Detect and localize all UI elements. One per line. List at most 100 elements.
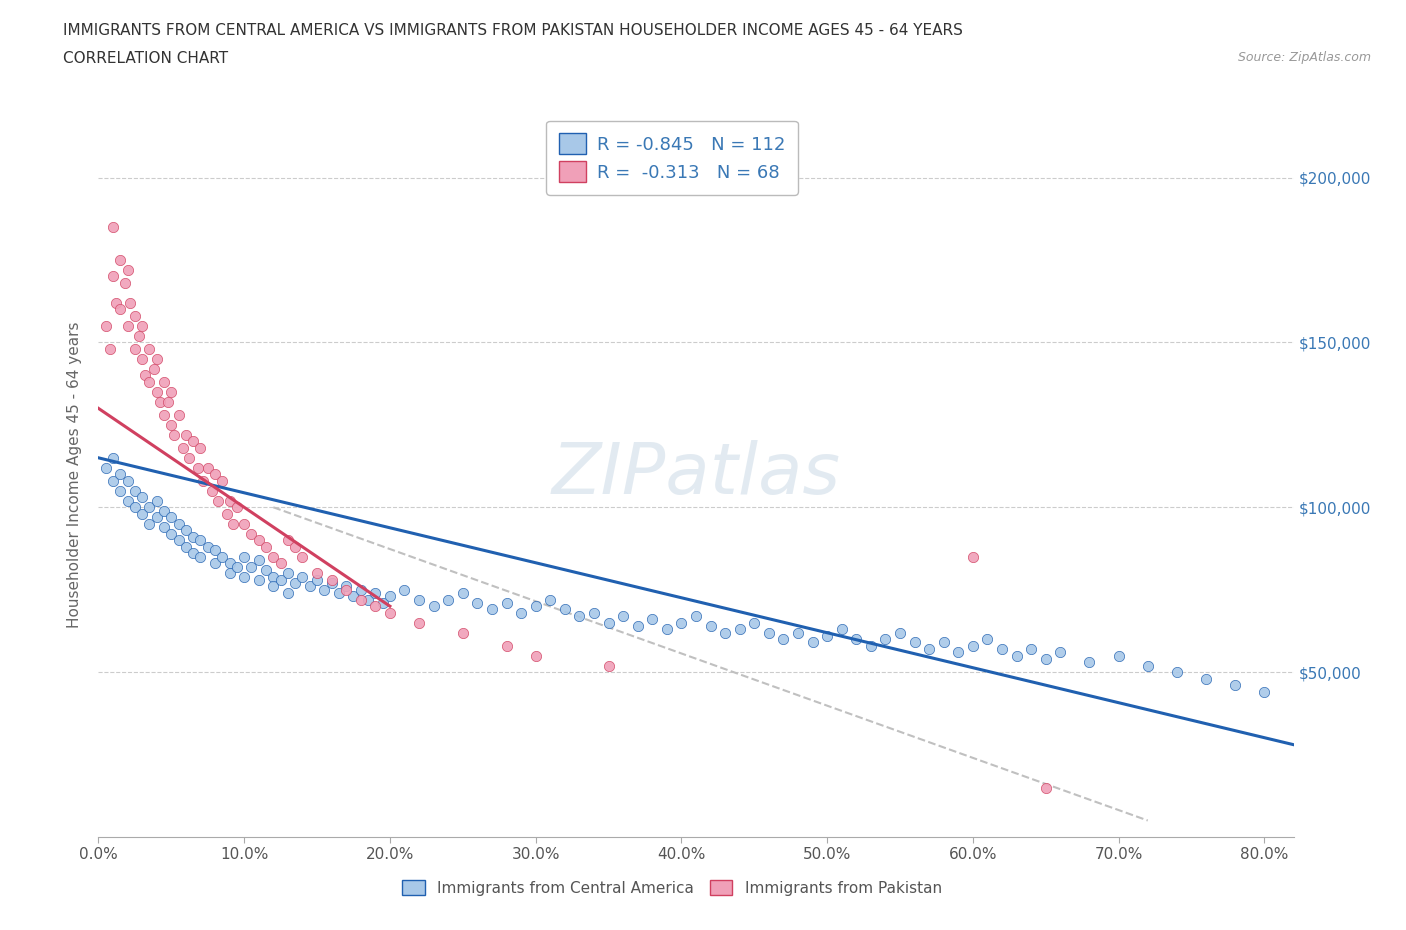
Point — [903, 635, 925, 650]
Point — [104, 296, 127, 311]
Point — [314, 582, 336, 597]
Point — [962, 550, 984, 565]
Point — [394, 582, 416, 597]
Point — [328, 586, 350, 601]
Point — [181, 434, 204, 449]
Point — [270, 556, 292, 571]
Point — [124, 499, 146, 514]
Point — [422, 599, 444, 614]
Point — [277, 586, 299, 601]
Point — [131, 352, 153, 366]
Point — [598, 658, 620, 673]
Point — [124, 309, 146, 324]
Point — [211, 550, 233, 565]
Point — [120, 296, 142, 311]
Point — [538, 592, 561, 607]
Point — [742, 616, 765, 631]
Point — [408, 592, 430, 607]
Point — [145, 510, 167, 525]
Point — [350, 592, 373, 607]
Point — [197, 539, 219, 554]
Point — [167, 407, 190, 422]
Point — [145, 352, 167, 366]
Point — [190, 533, 212, 548]
Point — [233, 550, 256, 565]
Point — [342, 589, 364, 604]
Point — [153, 407, 176, 422]
Point — [138, 375, 160, 390]
Point — [197, 460, 219, 475]
Point — [1253, 684, 1275, 699]
Point — [758, 625, 780, 640]
Point — [145, 493, 167, 508]
Point — [918, 642, 941, 657]
Point — [153, 503, 176, 518]
Point — [685, 608, 707, 623]
Point — [177, 450, 200, 465]
Point — [408, 616, 430, 631]
Point — [101, 219, 124, 234]
Point — [627, 618, 650, 633]
Point — [481, 602, 503, 617]
Text: Source: ZipAtlas.com: Source: ZipAtlas.com — [1237, 51, 1371, 64]
Point — [1108, 648, 1130, 663]
Point — [110, 302, 132, 317]
Point — [101, 450, 124, 465]
Point — [204, 467, 226, 482]
Point — [94, 318, 117, 333]
Point — [225, 499, 247, 514]
Point — [167, 516, 190, 531]
Point — [138, 341, 160, 356]
Point — [1078, 655, 1101, 670]
Point — [1035, 652, 1057, 667]
Point — [357, 592, 380, 607]
Point — [364, 599, 387, 614]
Point — [124, 341, 146, 356]
Point — [157, 394, 180, 409]
Point — [240, 559, 263, 574]
Point — [149, 394, 172, 409]
Point — [305, 565, 328, 580]
Point — [305, 572, 328, 587]
Point — [128, 328, 150, 343]
Point — [378, 605, 401, 620]
Point — [247, 572, 270, 587]
Point — [160, 526, 183, 541]
Point — [284, 576, 307, 591]
Point — [1035, 780, 1057, 795]
Legend: Immigrants from Central America, Immigrants from Pakistan: Immigrants from Central America, Immigra… — [396, 873, 948, 902]
Point — [94, 460, 117, 475]
Point — [1049, 644, 1071, 659]
Point — [186, 460, 208, 475]
Point — [671, 616, 693, 631]
Point — [655, 622, 678, 637]
Point — [772, 631, 794, 646]
Point — [364, 586, 387, 601]
Point — [101, 269, 124, 284]
Point — [714, 625, 737, 640]
Point — [277, 533, 299, 548]
Point — [204, 543, 226, 558]
Point — [247, 533, 270, 548]
Point — [160, 384, 183, 399]
Point — [124, 484, 146, 498]
Text: CORRELATION CHART: CORRELATION CHART — [63, 51, 228, 66]
Point — [172, 441, 194, 456]
Point — [524, 648, 547, 663]
Point — [262, 550, 284, 565]
Text: IMMIGRANTS FROM CENTRAL AMERICA VS IMMIGRANTS FROM PAKISTAN HOUSEHOLDER INCOME A: IMMIGRANTS FROM CENTRAL AMERICA VS IMMIG… — [63, 23, 963, 38]
Point — [524, 599, 547, 614]
Point — [554, 602, 576, 617]
Point — [291, 550, 314, 565]
Point — [371, 595, 394, 610]
Point — [190, 550, 212, 565]
Point — [962, 638, 984, 653]
Point — [568, 608, 591, 623]
Point — [138, 516, 160, 531]
Point — [976, 631, 998, 646]
Point — [321, 576, 343, 591]
Point — [101, 473, 124, 488]
Point — [145, 384, 167, 399]
Point — [181, 529, 204, 544]
Point — [378, 589, 401, 604]
